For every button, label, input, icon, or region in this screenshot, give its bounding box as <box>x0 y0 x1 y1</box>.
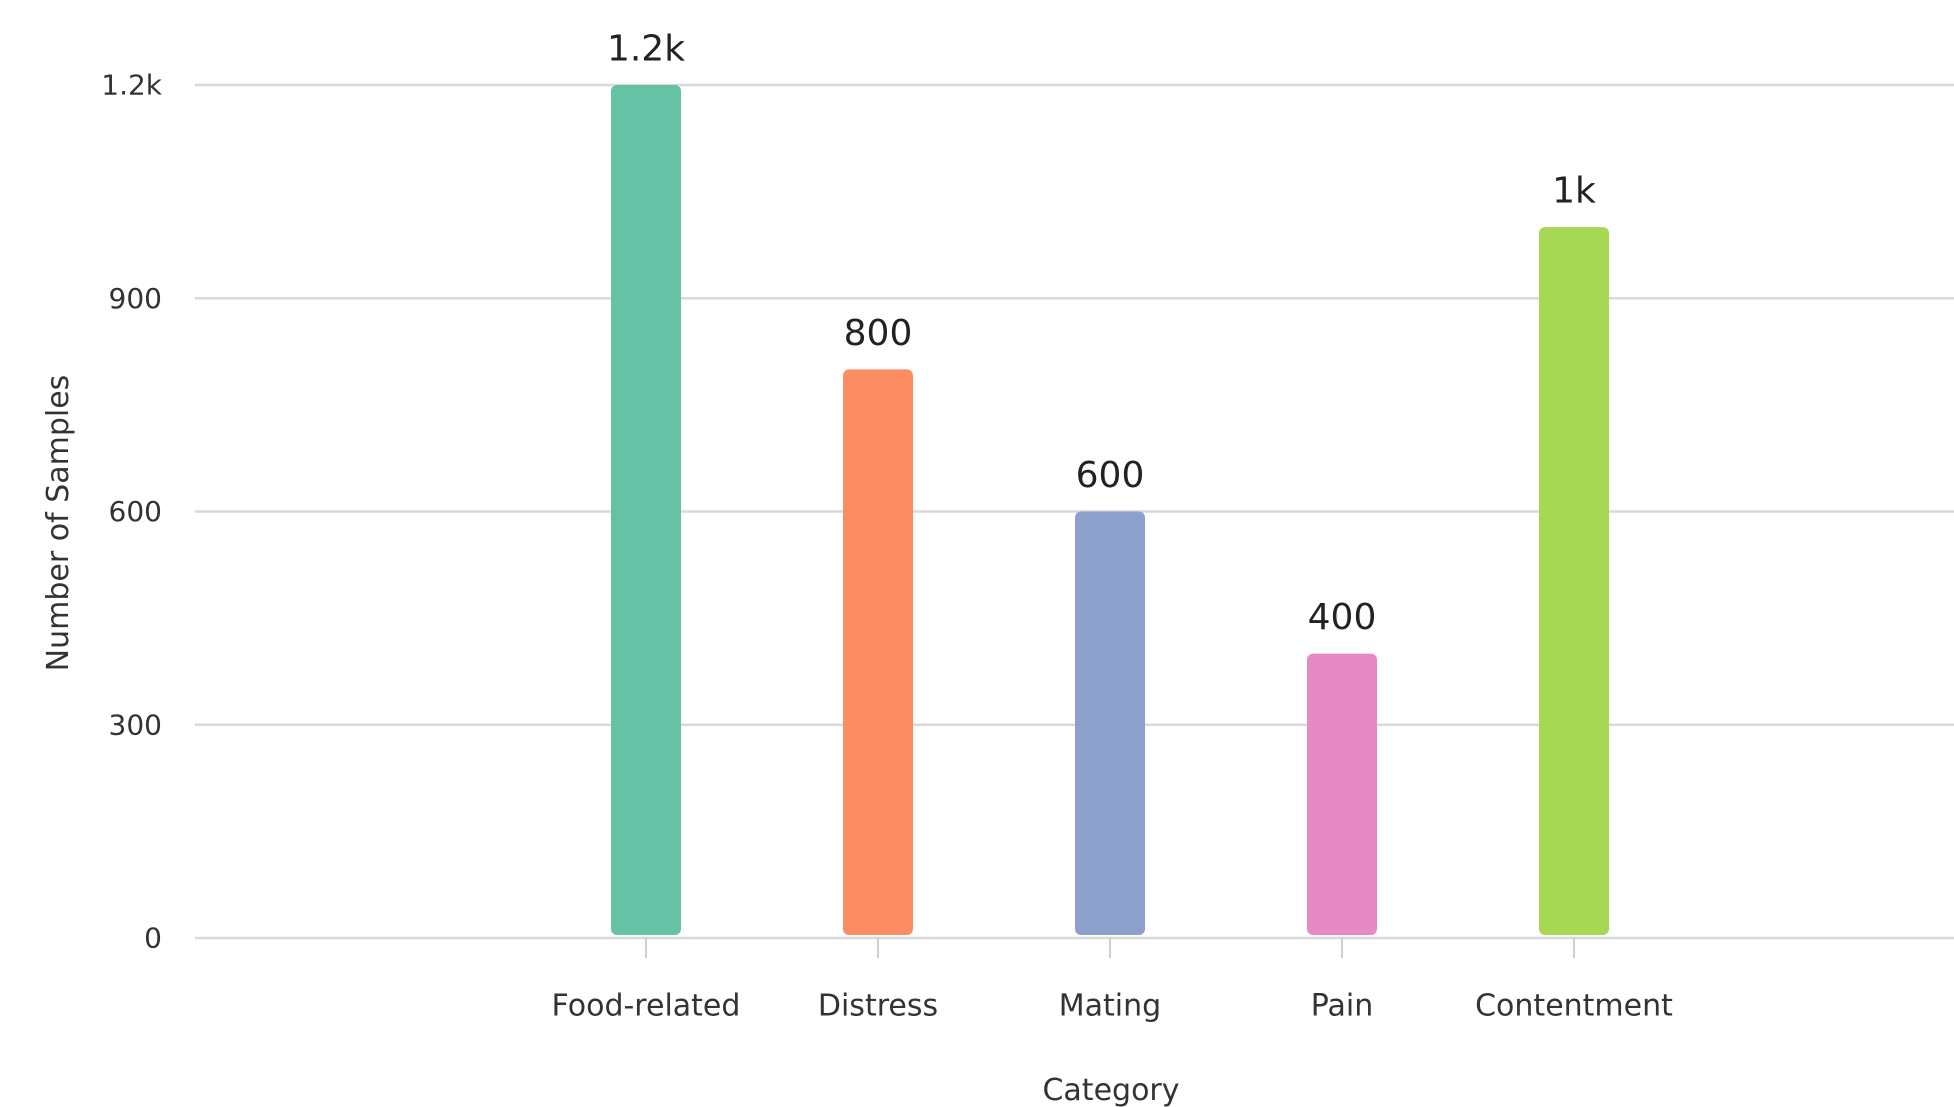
gridlines <box>195 83 1954 940</box>
bar-pain <box>1307 653 1377 935</box>
y-tick-label: 300 <box>109 708 162 741</box>
data-label-food-related: 1.2k <box>607 29 685 70</box>
x-tick-label-pain: Pain <box>1311 989 1373 1024</box>
x-tick-label-mating: Mating <box>1059 989 1161 1024</box>
y-tick-label: 1.2k <box>101 69 163 102</box>
data-label-contentment: 1k <box>1552 171 1596 212</box>
bars <box>611 85 1609 935</box>
bar-food-related <box>611 85 681 935</box>
y-axis-title: Number of Samples <box>41 375 76 672</box>
y-tick-label: 900 <box>109 282 162 315</box>
data-label-distress: 800 <box>844 313 913 354</box>
y-tick-label: 0 <box>144 922 162 955</box>
bar-mating <box>1075 511 1145 935</box>
data-label-mating: 600 <box>1076 455 1145 496</box>
y-tick-label: 600 <box>109 495 162 528</box>
x-tick-label-contentment: Contentment <box>1475 989 1673 1024</box>
bar-contentment <box>1539 227 1609 935</box>
x-tick-label-food-related: Food-related <box>552 989 741 1024</box>
y-axis-ticks: 0 300 600 900 1.2k <box>101 69 163 955</box>
data-labels: 1.2k 800 600 400 1k <box>607 29 1596 639</box>
x-axis-ticks: Food-related Distress Mating Pain Contentmen… <box>552 938 1673 1024</box>
bar-distress <box>843 369 913 935</box>
data-label-pain: 400 <box>1308 597 1377 638</box>
x-tick-label-distress: Distress <box>818 989 938 1024</box>
x-axis-title: Category <box>1042 1073 1179 1107</box>
